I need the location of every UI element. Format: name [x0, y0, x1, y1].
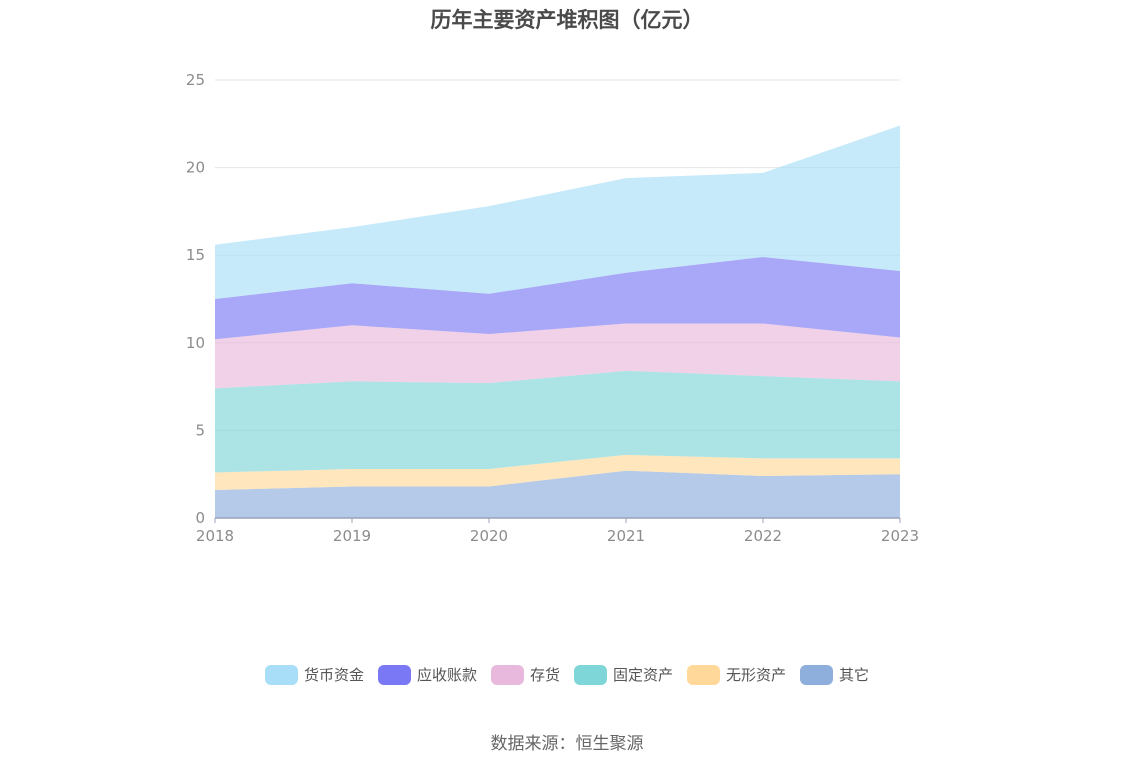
legend-item[interactable]: 无形资产	[687, 664, 786, 685]
legend-item[interactable]: 其它	[800, 664, 869, 685]
legend: 货币资金 应收账款 存货 固定资产 无形资产 其它	[0, 664, 1134, 685]
chart-title: 历年主要资产堆积图（亿元）	[430, 8, 704, 32]
legend-item[interactable]: 货币资金	[264, 664, 364, 685]
legend-swatch	[490, 664, 524, 685]
legend-label: 货币资金	[303, 666, 364, 684]
area-应收账款	[215, 256, 900, 340]
x-tick-label: 2019	[333, 527, 371, 545]
x-tick-label: 2021	[607, 527, 645, 545]
legend-item[interactable]: 存货	[490, 664, 560, 685]
legend-label: 应收账款	[416, 666, 477, 684]
legend-item[interactable]: 应收账款	[377, 664, 477, 685]
data-source: 数据来源：恒生聚源	[490, 734, 644, 754]
legend-swatch	[264, 664, 298, 685]
y-tick-label: 5	[195, 421, 205, 439]
area-存货	[215, 323, 900, 389]
y-tick-label: 0	[195, 509, 205, 527]
x-tick-label: 2022	[744, 527, 782, 545]
area-其它	[215, 470, 900, 518]
legend-label: 无形资产	[726, 666, 787, 684]
legend-label: 存货	[529, 666, 560, 684]
legend-label: 其它	[839, 666, 870, 684]
legend-label: 固定资产	[613, 666, 674, 684]
y-tick-label: 20	[186, 159, 205, 177]
legend-item[interactable]: 固定资产	[574, 664, 673, 685]
x-tick-label: 2020	[470, 527, 508, 545]
legend-swatch	[800, 664, 834, 685]
legend-swatch	[574, 664, 607, 685]
legend-swatch	[377, 664, 411, 685]
x-tick-label: 2018	[196, 527, 234, 545]
y-tick-label: 25	[186, 71, 205, 89]
area-货币资金	[215, 125, 900, 299]
axes: 0 5 10 15 20 25 2018 2019 2020 2021 2022 2023	[186, 71, 919, 545]
area-series	[215, 125, 900, 518]
legend-swatch	[687, 664, 721, 685]
y-tick-label: 15	[186, 246, 205, 264]
area-无形资产	[215, 454, 900, 490]
area-固定资产	[215, 370, 900, 473]
y-tick-label: 10	[186, 334, 205, 352]
x-tick-label: 2023	[881, 527, 919, 545]
